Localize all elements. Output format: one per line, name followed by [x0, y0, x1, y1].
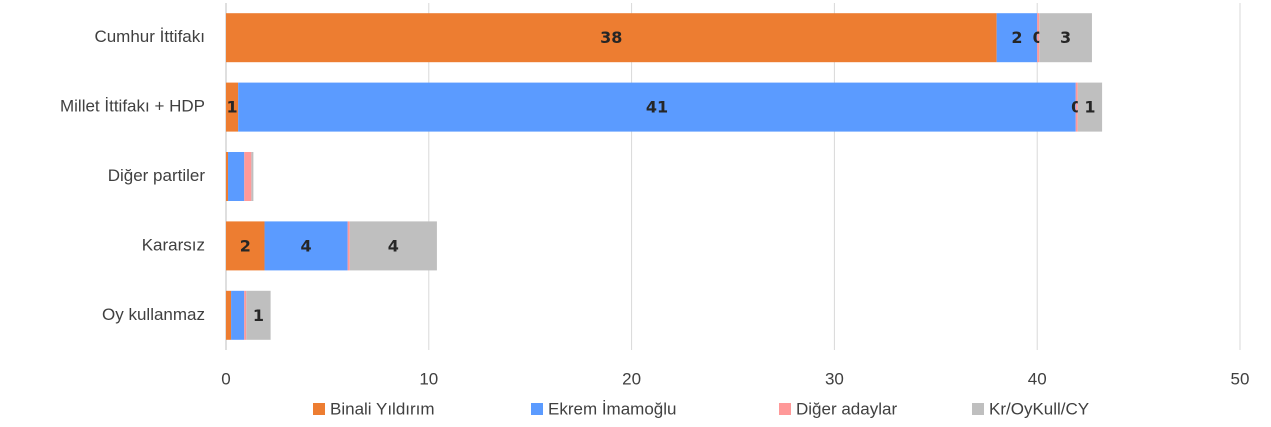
value-label: 1: [1084, 98, 1095, 117]
legend-swatch: [779, 403, 791, 415]
value-label: 3: [1060, 28, 1071, 47]
x-tick-label: 50: [1231, 369, 1250, 388]
x-tick-label: 10: [419, 369, 438, 388]
bar-segment: [244, 152, 252, 201]
legend-label: Binali Yıldırım: [330, 399, 435, 418]
legend-swatch: [972, 403, 984, 415]
bar-segment: [226, 221, 265, 271]
bar-segment: [1037, 13, 1040, 63]
bar-segment: [251, 152, 254, 201]
y-tick-label: Kararsız: [142, 235, 205, 254]
x-tick-label: 30: [825, 369, 844, 388]
y-tick-label: Diğer partiler: [108, 166, 206, 185]
legend-label: Ekrem İmamoğlu: [548, 399, 676, 418]
bar-segment: [226, 290, 232, 340]
bar-segment: [1077, 82, 1103, 132]
value-label: 2: [1011, 28, 1022, 47]
bar-segment: [226, 152, 229, 201]
bar-segment: [226, 13, 997, 63]
bar-segment: [1075, 82, 1078, 132]
value-label: 0: [1071, 98, 1082, 117]
x-tick-label: 40: [1028, 369, 1047, 388]
bar-segment: [228, 152, 245, 201]
legend-swatch: [313, 403, 325, 415]
value-label: 1: [253, 306, 264, 325]
bar-segment: [996, 13, 1038, 63]
value-label: 1: [227, 98, 238, 117]
bar-segment: [1039, 13, 1092, 63]
value-label: 2: [240, 236, 251, 255]
value-label: 41: [646, 98, 668, 117]
value-label: 0: [1033, 28, 1044, 47]
y-tick-label: Millet İttifakı + HDP: [60, 97, 205, 116]
value-label: 4: [301, 236, 312, 255]
legend-swatch: [531, 403, 543, 415]
y-tick-label: Oy kullanmaz: [102, 305, 205, 324]
y-tick-label: Cumhur İttifakı: [94, 27, 205, 46]
x-tick-label: 20: [622, 369, 641, 388]
bar-segment: [238, 82, 1076, 132]
value-label: 4: [388, 236, 399, 255]
bar-segment: [246, 290, 271, 340]
legend-label: Kr/OyKull/CY: [989, 399, 1089, 418]
value-label: 38: [600, 28, 622, 47]
bar-segment: [347, 221, 350, 271]
legend-label: Diğer adaylar: [796, 399, 897, 418]
bar-segment: [226, 82, 239, 132]
bar-segment: [244, 290, 247, 340]
bar-segment: [264, 221, 348, 271]
x-tick-label: 0: [221, 369, 230, 388]
bar-segment: [349, 221, 437, 271]
bar-segment: [231, 290, 245, 340]
